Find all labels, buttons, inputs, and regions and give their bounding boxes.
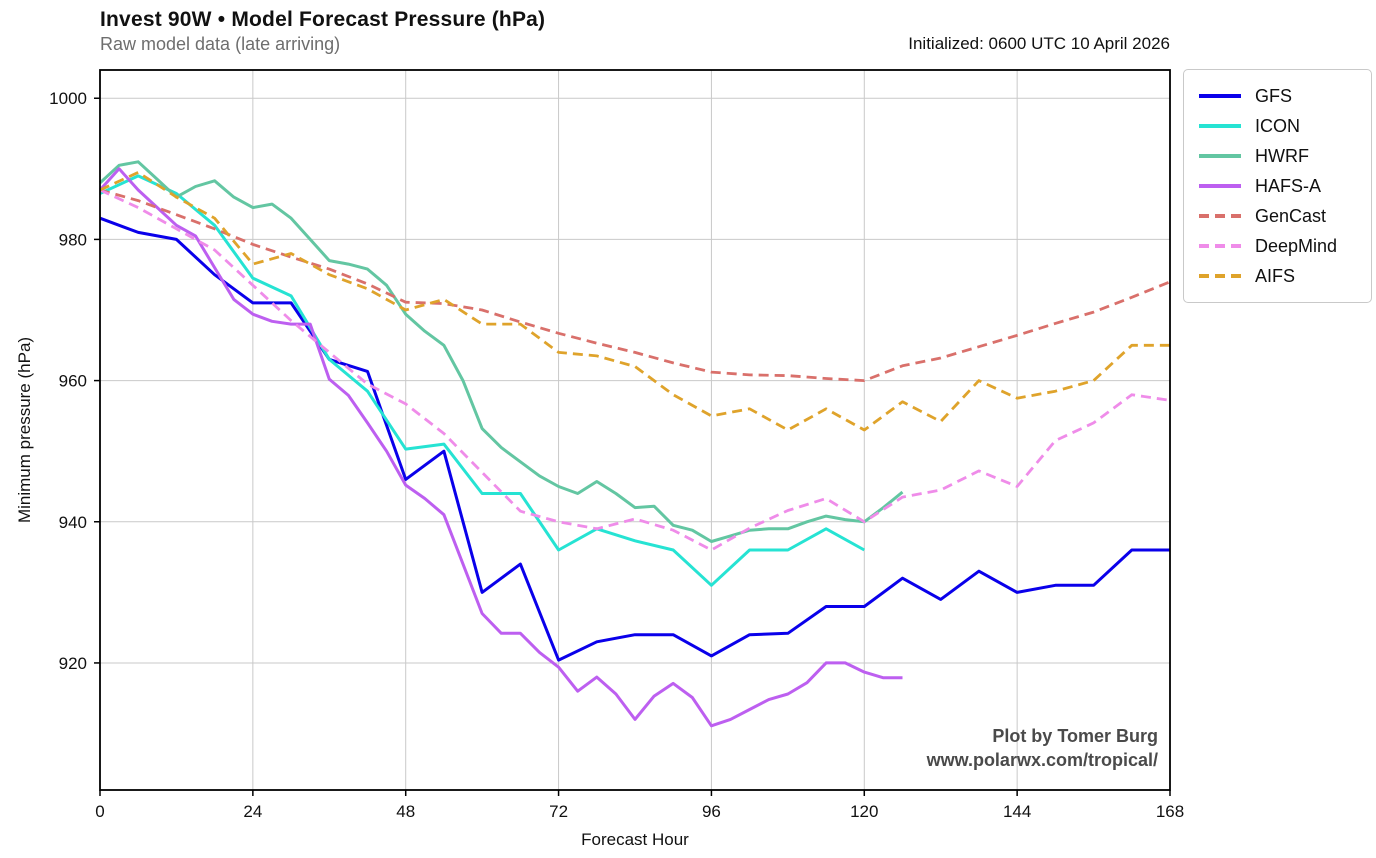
legend-item-deepmind: DeepMind [1199, 233, 1361, 259]
y-axis-label: Minimum pressure (hPa) [15, 337, 34, 523]
series-line-aifs [99, 170, 1170, 432]
x-tick-label: 96 [702, 802, 721, 821]
legend-label: ICON [1255, 115, 1300, 136]
y-tick-label: 920 [59, 654, 87, 673]
legend-swatch-solid-line-icon [1199, 154, 1241, 158]
series-line-deepmind [99, 188, 1171, 552]
legend-item-gencast: GenCast [1199, 203, 1361, 229]
legend-item-hafs-a: HAFS-A [1199, 173, 1361, 199]
legend-label: GFS [1255, 85, 1293, 106]
y-tick-label: 980 [59, 230, 87, 249]
legend-swatch-dashed-line-icon [1199, 274, 1241, 278]
legend-swatch-dashed-line-icon [1199, 244, 1241, 248]
legend-label: GenCast [1255, 205, 1327, 226]
legend-item-icon: ICON [1199, 113, 1361, 139]
attribution: Plot by Tomer Burg www.polarwx.com/tropi… [927, 724, 1158, 772]
legend-label: DeepMind [1255, 235, 1338, 256]
x-tick-label: 72 [549, 802, 568, 821]
x-axis-label: Forecast Hour [581, 830, 689, 849]
legend-item-aifs: AIFS [1199, 263, 1361, 289]
legend: GFS ICON HWRF HAFS-A GenCast DeepMind AIFS [1183, 69, 1372, 303]
legend-item-gfs: GFS [1199, 83, 1361, 109]
y-tick-label: 940 [59, 513, 87, 532]
attribution-author: Plot by Tomer Burg [992, 726, 1158, 746]
legend-label: HAFS-A [1255, 175, 1322, 196]
legend-swatch-solid-line-icon [1199, 184, 1241, 188]
x-tick-label: 120 [850, 802, 878, 821]
series-line-gfs [99, 216, 1170, 662]
chart-title: Invest 90W • Model Forecast Pressure (hP… [100, 8, 546, 31]
chart-subtitle: Raw model data (late arriving) [100, 34, 341, 54]
x-tick-label: 168 [1156, 802, 1184, 821]
x-tick-label: 48 [396, 802, 415, 821]
plot-border [99, 69, 1171, 791]
x-tick-label: 144 [1003, 802, 1031, 821]
legend-swatch-solid-line-icon [1199, 124, 1241, 128]
legend-item-hwrf: HWRF [1199, 143, 1361, 169]
series-line-gencast [99, 188, 1171, 383]
initialization-time: Initialized: 0600 UTC 10 April 2026 [908, 34, 1170, 53]
legend-label: AIFS [1255, 265, 1296, 286]
y-tick-label: 960 [59, 372, 87, 391]
attribution-url: www.polarwx.com/tropical/ [926, 750, 1158, 770]
x-tick-label: 0 [95, 802, 104, 821]
x-tick-label: 24 [243, 802, 262, 821]
y-tick-label: 1000 [49, 89, 87, 108]
series-line-hwrf [98, 160, 904, 543]
series-line-hafs-a [98, 167, 903, 728]
legend-swatch-dashed-line-icon [1199, 214, 1241, 218]
series-line-icon [99, 174, 866, 587]
legend-swatch-solid-line-icon [1199, 94, 1241, 98]
legend-label: HWRF [1255, 145, 1309, 166]
